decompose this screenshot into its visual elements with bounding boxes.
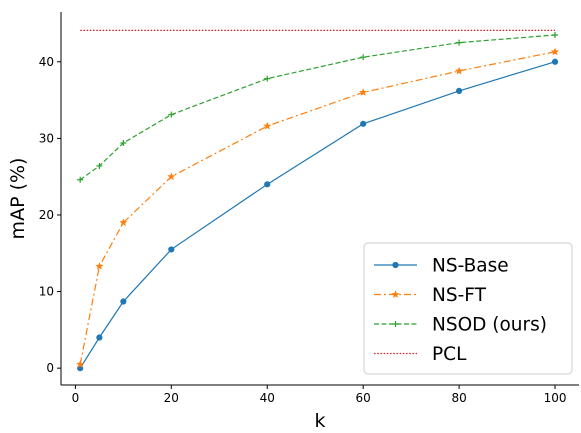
legend-label: NSOD (ours) [432,315,547,336]
x-tick-label: 20 [164,391,179,405]
y-tick-label: 40 [39,55,54,69]
data-point [360,120,367,127]
data-point [552,31,559,38]
x-tick-label: 0 [72,391,80,405]
data-point [95,262,104,270]
legend-item: PCL [374,344,467,365]
data-point [264,75,271,82]
series-nsod-ours [77,31,559,183]
series-line [79,34,556,181]
y-tick-label: 30 [39,131,54,145]
data-point [359,88,368,96]
x-tick-label: 80 [451,391,466,405]
legend-item: NS-FT [374,285,487,306]
data-point [551,47,560,56]
data-point [264,181,271,188]
data-point [96,334,103,341]
series-line [79,61,556,369]
legend-label: NS-Base [432,256,509,277]
data-point [119,218,128,227]
legend: NS-Base NS-FT NSOD (ours) PCL [363,242,573,375]
data-point [455,66,464,75]
data-point [96,162,103,169]
y-tick-label: 20 [39,208,54,222]
y-axis-label: mAP (%) [7,158,29,240]
legend-label: PCL [432,344,467,365]
data-point [76,360,85,368]
legend-marker [392,321,399,327]
data-point [120,139,127,146]
legend-item: NSOD (ours) [374,315,547,336]
data-point [455,87,463,94]
series-ns-base [77,58,559,372]
data-point [120,298,127,305]
data-point [551,58,559,65]
data-point [360,54,367,61]
x-tick-label: 60 [356,391,371,405]
x-axis-label: k [314,410,325,432]
data-point [168,111,175,118]
x-tick-label: 40 [260,391,275,405]
series-line [79,51,556,365]
data-point [77,176,84,183]
plot-area [76,29,560,372]
axes: 0 20 40 60 80 100 0 10 20 30 40 [39,12,579,405]
legend-label: NS-FT [432,285,487,306]
data-point [263,121,272,130]
x-tick-label: 100 [544,391,567,405]
series-ns-ft [76,47,560,368]
legend-marker [392,261,399,269]
legend-frame [363,242,573,375]
data-point [456,39,463,46]
y-tick-label: 0 [46,361,54,375]
y-tick-label: 10 [39,285,54,299]
data-point [168,246,175,253]
legend-item: NS-Base [374,256,509,277]
data-point [167,172,176,181]
legend-marker [391,290,400,298]
